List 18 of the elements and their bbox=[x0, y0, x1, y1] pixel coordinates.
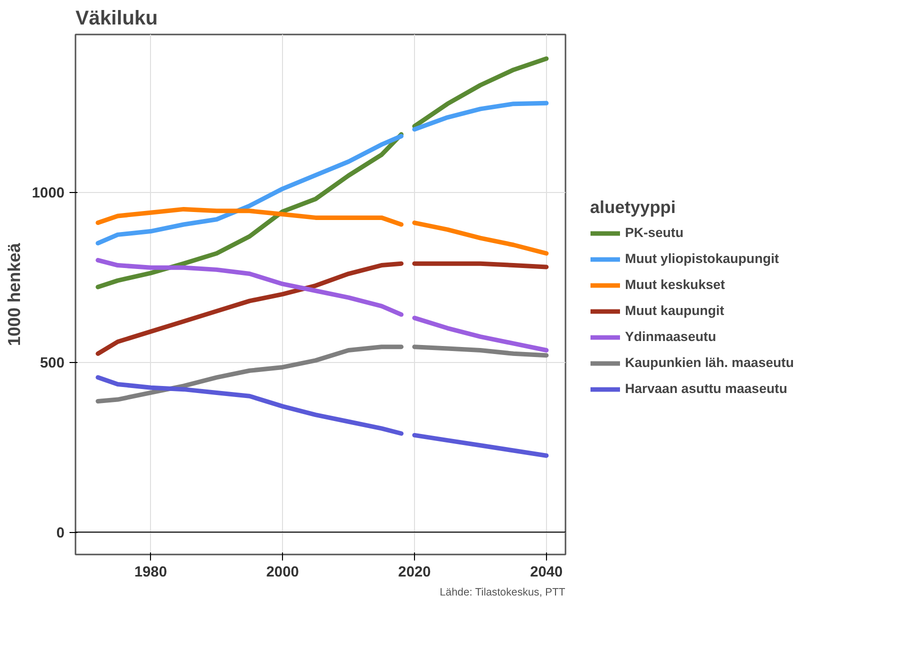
legend-label: Muut yliopistokaupungit bbox=[625, 251, 779, 266]
y-axis-title: 1000 henkeä bbox=[4, 242, 24, 346]
y-tick-label: 0 bbox=[56, 526, 65, 542]
y-tick-label: 500 bbox=[40, 356, 65, 372]
legend-label: Harvaan asuttu maaseutu bbox=[625, 381, 788, 396]
x-tick-label: 1980 bbox=[134, 564, 167, 580]
legend-label: Muut kaupungit bbox=[625, 303, 724, 318]
legend-title: aluetyyppi bbox=[590, 196, 677, 218]
legend-label: Muut keskukset bbox=[625, 277, 725, 292]
x-tick-label: 2040 bbox=[530, 564, 563, 580]
legend-label: Ydinmaaseutu bbox=[625, 329, 716, 344]
legend-label: PK-seutu bbox=[625, 225, 684, 240]
legend-label: Kaupunkien läh. maaseutu bbox=[625, 355, 794, 370]
y-tick-label: 1000 bbox=[32, 186, 65, 202]
x-tick-label: 2000 bbox=[266, 564, 299, 580]
x-tick-label: 2020 bbox=[398, 564, 431, 580]
text: Lähde: Tilastokeskus, PTT bbox=[440, 586, 566, 598]
chart-title: Väkiluku bbox=[76, 8, 158, 30]
